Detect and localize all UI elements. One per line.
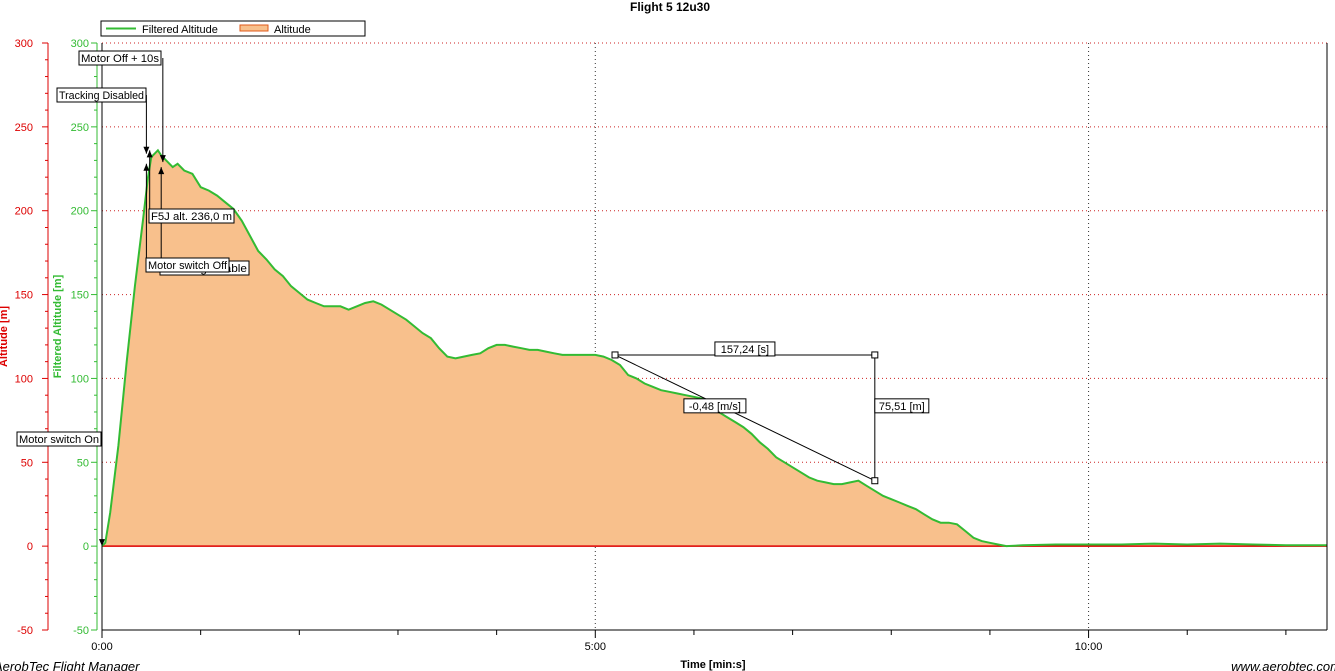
measure-handle-2 — [871, 477, 879, 485]
footer-website: www.aerobtec.com — [1231, 659, 1335, 671]
y-axis-title-altitude: Altitude [m] — [0, 306, 10, 367]
measure-dt-label: 157,24 [s] — [721, 344, 769, 356]
measure-handle-0 — [611, 351, 619, 359]
event-label-0: Motor switch On — [19, 434, 99, 446]
x-axis-title: Time [min:s] — [680, 659, 746, 671]
y-tick-label-left-4: 150 — [15, 290, 33, 302]
y-tick-label-left-5: 200 — [15, 206, 33, 218]
x-tick-label-0: 0:00 — [91, 641, 112, 653]
measure-dh-label: 75,51 [m] — [879, 401, 925, 413]
y-tick-label-right-2: 50 — [77, 457, 89, 469]
x-tick-label-1: 5:00 — [585, 641, 606, 653]
y-tick-label-left-2: 50 — [21, 457, 33, 469]
event-box-0 — [16, 431, 102, 447]
y-tick-label-right-5: 200 — [71, 206, 89, 218]
y-tick-label-left-0: -50 — [17, 625, 33, 637]
event-arrow-0 — [99, 539, 105, 547]
event-box-1 — [56, 87, 147, 103]
event-box-2 — [78, 50, 162, 66]
event-arrow-2 — [159, 155, 166, 163]
chart-title: Flight 5 12u30 — [630, 0, 710, 14]
event-box-4 — [145, 257, 230, 273]
y-tick-label-left-6: 250 — [15, 122, 33, 134]
legend: Filtered Altitude Altitude — [100, 20, 366, 37]
measurement-overlay: 157,24 [s] -0,48 [m/s] 75,51 [m] — [611, 341, 930, 485]
y-tick-label-right-0: -50 — [73, 625, 89, 637]
y-axis-title-filtered-altitude: Filtered Altitude [m] — [52, 274, 64, 378]
y-tick-label-left-3: 100 — [15, 373, 33, 385]
y-tick-label-right-3: 100 — [71, 373, 89, 385]
measure-slope-line — [614, 354, 876, 482]
filtered-altitude-line — [101, 148, 1327, 548]
footer-app-name: AerobTec Flight Manager — [0, 659, 140, 671]
measure-rate-label: -0,48 [m/s] — [689, 401, 741, 413]
legend-entry-altitude: Altitude — [274, 24, 311, 36]
y-tick-label-right-7: 300 — [71, 38, 89, 50]
event-label-3: F5J alt. 236,0 m — [151, 211, 232, 223]
event-arrow-1 — [143, 146, 150, 154]
event-box-3 — [148, 208, 235, 224]
event-label-4: Motor switch Off — [148, 260, 228, 272]
legend-box — [100, 20, 366, 37]
measure-rate-label-box — [683, 398, 747, 414]
y-tick-label-right-1: 0 — [83, 541, 89, 553]
axes: -50 -50 0 0 50 50 100 100 150 150 200 200 250 250 300 3… — [15, 38, 1328, 653]
x-tick-label-2: 10:00 — [1075, 641, 1103, 653]
y-tick-label-right-6: 250 — [71, 122, 89, 134]
event-arrow-3 — [146, 150, 153, 158]
legend-entry-filtered-altitude: Filtered Altitude — [142, 24, 218, 36]
event-arrow-4 — [143, 163, 150, 171]
measure-handle-1 — [871, 351, 879, 359]
y-tick-label-left-1: 0 — [27, 541, 33, 553]
measure-dt-label-box — [714, 341, 776, 357]
event-label-1: Tracking Disabled — [59, 90, 144, 102]
measure-dh-label-box — [874, 398, 930, 414]
y-tick-label-left-7: 300 — [15, 38, 33, 50]
y-tick-label-right-4: 150 — [71, 290, 89, 302]
event-arrow-5 — [158, 167, 165, 175]
event-label-2: Motor Off + 10s — [81, 53, 160, 65]
legend-swatch-altitude — [239, 24, 269, 32]
